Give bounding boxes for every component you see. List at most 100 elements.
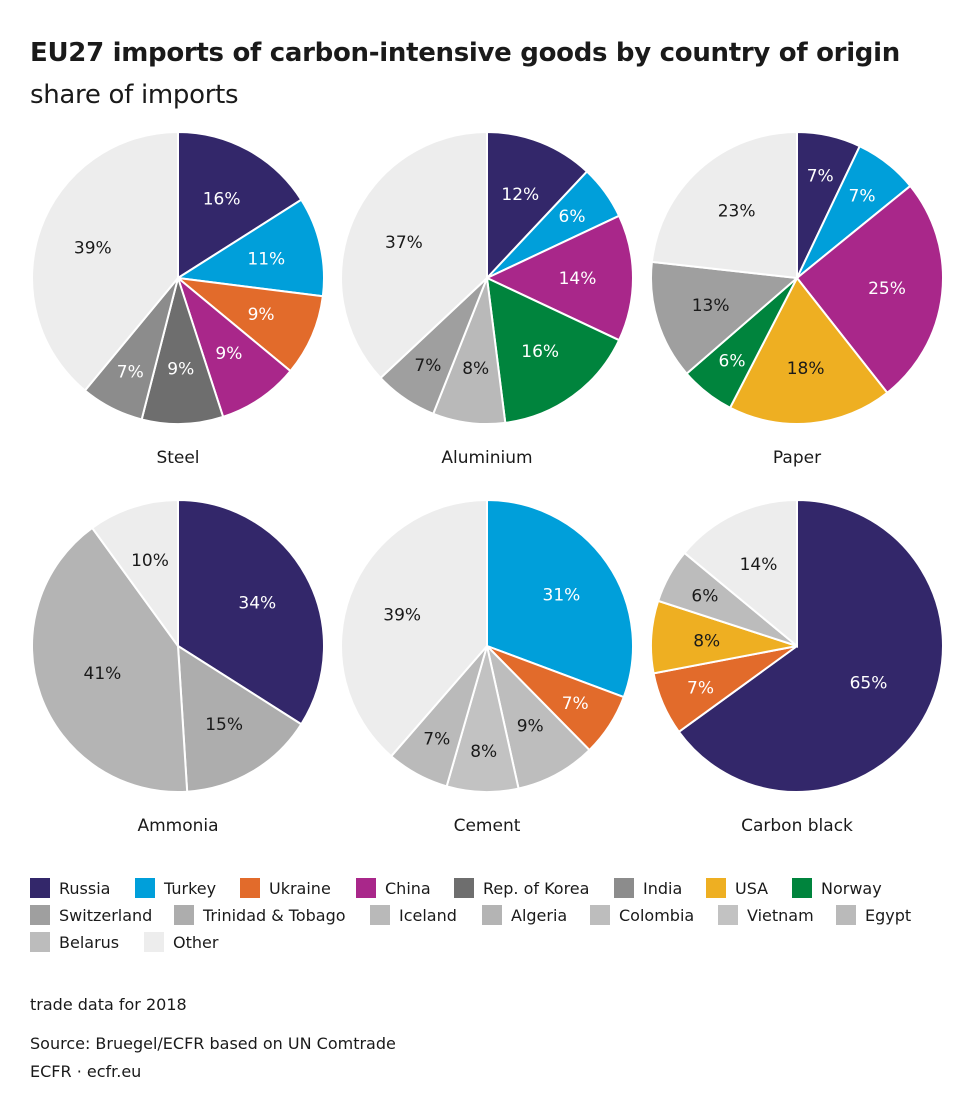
credit-note: ECFR · ecfr.eu — [30, 1062, 142, 1081]
legend-swatch-india — [614, 878, 634, 898]
legend-label-turkey: Turkey — [164, 878, 217, 898]
slice-ammonia-algeria — [30, 526, 189, 793]
legend-label-rep-of-korea: Rep. of Korea — [483, 878, 590, 898]
legend-swatch-colombia — [590, 905, 610, 925]
legend-item-algeria: Algeria — [482, 905, 567, 925]
data-label-aluminium-iceland: 8% — [462, 359, 489, 379]
data-label-paper-russia: 7% — [807, 167, 834, 187]
legend-item-switzerland: Switzerland — [30, 905, 152, 925]
data-label-cement-other: 39% — [383, 605, 421, 625]
slice-cement-turkey — [486, 498, 634, 699]
legend-swatch-trinidad-tobago — [174, 905, 194, 925]
legend-swatch-russia — [30, 878, 50, 898]
legend-label-belarus: Belarus — [59, 932, 120, 952]
slice-cement-other — [340, 498, 488, 758]
data-label-steel-ukraine: 9% — [248, 305, 275, 325]
data-label-paper-turkey: 7% — [849, 186, 876, 206]
legend-swatch-switzerland — [30, 905, 50, 925]
slice-paper-switzerland — [650, 260, 800, 376]
legend-label-switzerland: Switzerland — [59, 905, 153, 925]
pie-title-aluminium: Aluminium — [441, 448, 532, 468]
data-year-note: trade data for 2018 — [30, 995, 187, 1014]
legend-item-iceland: Iceland — [370, 905, 457, 925]
pie-steel: 16% 11% 9% 9% 9% 7% 39% Steel — [31, 130, 326, 468]
legend-swatch-turkey — [135, 878, 155, 898]
chart-title: EU27 imports of carbon-intensive goods b… — [30, 32, 942, 116]
slice-steel-ukraine — [174, 276, 324, 373]
legend-label-colombia: Colombia — [619, 905, 695, 925]
slice-steel-china — [175, 275, 292, 419]
pie-charts: 16% 11% 9% 9% 9% 7% 39% Steel 12% 6% 14% 16% 8% 7% 37%… — [30, 130, 944, 836]
data-label-carbon-black-ukraine: 7% — [687, 679, 714, 699]
legend-label-trinidad-tobago: Trinidad & Tobago — [203, 905, 346, 925]
pie-carbon-black: 65% 7% 8% 6% 14% Carbon black — [650, 498, 944, 836]
slice-cement-colombia — [485, 642, 591, 790]
legend-label-egypt: Egypt — [865, 905, 912, 925]
data-label-steel-china: 9% — [215, 344, 242, 364]
pie-title-cement: Cement — [454, 816, 521, 836]
legend-swatch-rep-of-korea — [454, 878, 474, 898]
slice-ammonia-other — [90, 498, 179, 650]
legend-item-egypt: Egypt — [836, 905, 911, 925]
pie-cement: 31% 7% 9% 8% 7% 39% Cement — [340, 498, 634, 836]
slice-steel-russia — [177, 130, 303, 280]
legend-label-vietnam: Vietnam — [747, 905, 814, 925]
slice-aluminium-china — [484, 214, 634, 342]
legend-swatch-china — [356, 878, 376, 898]
legend-item-india: India — [614, 878, 682, 898]
slice-carbon-black-russia — [677, 498, 944, 793]
data-label-ammonia-algeria: 41% — [84, 664, 122, 684]
pie-title-ammonia: Ammonia — [137, 816, 218, 836]
legend-label-other: Other — [173, 932, 219, 952]
slice-ammonia-trinidad-tobago — [176, 644, 303, 793]
data-label-aluminium-russia: 12% — [501, 185, 539, 205]
legend-swatch-vietnam — [718, 905, 738, 925]
slice-carbon-black-other — [683, 498, 798, 649]
slice-aluminium-other — [340, 130, 488, 380]
data-label-aluminium-turkey: 6% — [559, 207, 586, 227]
data-label-steel-india: 7% — [117, 363, 144, 383]
data-label-cement-colombia: 9% — [517, 717, 544, 737]
chart-title-bold: EU27 imports of carbon-intensive goods b… — [30, 38, 900, 68]
legend-swatch-norway — [792, 878, 812, 898]
legend-item-other: Other — [144, 932, 218, 952]
data-label-cement-vietnam: 8% — [470, 742, 497, 762]
slice-steel-rep-of-korea — [140, 274, 225, 425]
legend-item-rep-of-korea: Rep. of Korea — [454, 878, 589, 898]
legend-label-ukraine: Ukraine — [269, 878, 331, 898]
chart-subtitle: share of imports — [30, 80, 239, 110]
source-note: Source: Bruegel/ECFR based on UN Comtrad… — [30, 1034, 396, 1053]
legend-swatch-iceland — [370, 905, 390, 925]
data-label-ammonia-other: 10% — [131, 551, 169, 571]
data-label-steel-rep-of-korea: 9% — [167, 360, 194, 380]
legend-item-turkey: Turkey — [135, 878, 216, 898]
slice-paper-other — [650, 130, 798, 280]
data-label-ammonia-russia: 34% — [238, 593, 276, 613]
data-label-aluminium-other: 37% — [385, 233, 423, 253]
legend-item-russia: Russia — [30, 878, 110, 898]
data-label-paper-switzerland: 13% — [692, 296, 730, 316]
data-label-steel-other: 39% — [74, 238, 112, 258]
legend-item-china: China — [356, 878, 431, 898]
pie-aluminium: 12% 6% 14% 16% 8% 7% 37% Aluminium — [340, 130, 634, 468]
pie-title-paper: Paper — [773, 448, 821, 468]
slice-paper-china — [795, 184, 944, 395]
data-label-cement-ukraine: 7% — [562, 694, 589, 714]
legend-swatch-other — [144, 932, 164, 952]
data-label-carbon-black-other: 14% — [740, 555, 778, 575]
legend-label-usa: USA — [735, 878, 769, 898]
legend-item-vietnam: Vietnam — [718, 905, 814, 925]
data-label-steel-turkey: 11% — [247, 249, 285, 269]
legend-swatch-algeria — [482, 905, 502, 925]
legend-label-norway: Norway — [821, 878, 882, 898]
slice-steel-turkey — [175, 198, 326, 298]
pie-ammonia: 34% 15% 41% 10% Ammonia — [30, 498, 325, 836]
data-label-aluminium-china: 14% — [559, 269, 597, 289]
legend-item-trinidad-tobago: Trinidad & Tobago — [174, 905, 346, 925]
data-label-carbon-black-russia: 65% — [850, 674, 888, 694]
legend-label-china: China — [385, 878, 431, 898]
legend-label-algeria: Algeria — [511, 905, 568, 925]
data-label-carbon-black-belarus: 6% — [691, 586, 718, 606]
slice-aluminium-russia — [486, 130, 589, 281]
legend-swatch-egypt — [836, 905, 856, 925]
